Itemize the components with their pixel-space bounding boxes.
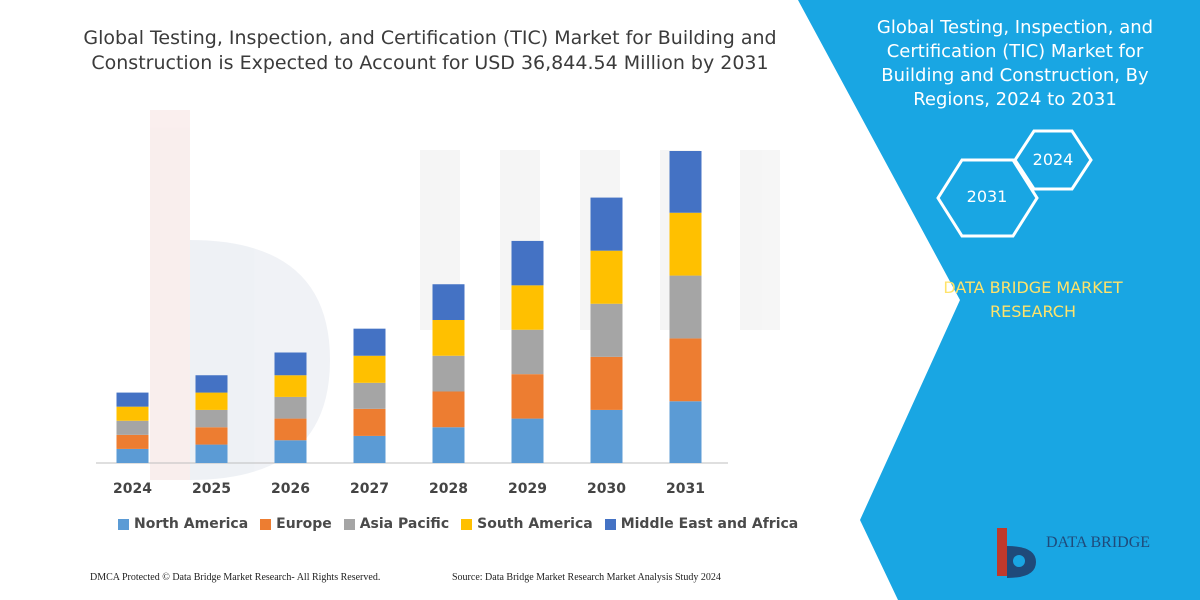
- bar-2024-series-4: [116, 392, 149, 407]
- bar-2030-series-4: [590, 197, 623, 251]
- logo-text: DATA BRIDGE: [1046, 534, 1151, 551]
- legend-swatch: [604, 518, 616, 530]
- legend-item: Europe: [260, 516, 332, 532]
- hexagon-2031: [936, 158, 1039, 238]
- x-tick-label: 2026: [271, 481, 310, 497]
- bar-2029-series-4: [511, 240, 544, 286]
- x-tick-label: 2031: [666, 481, 705, 497]
- bar-2026-series-2: [274, 396, 307, 419]
- bar-2031-series-3: [669, 212, 702, 276]
- sidebar-panel: [798, 0, 1200, 600]
- bar-2031-series-1: [669, 338, 702, 402]
- bar-2025-series-1: [195, 427, 228, 445]
- legend-label: North America: [134, 516, 249, 532]
- bar-2031-series-4: [669, 151, 702, 213]
- bar-2027-series-3: [353, 355, 386, 383]
- sidebar-title-line2: Certification (TIC) Market for: [886, 41, 1144, 62]
- x-tick-label: 2027: [350, 481, 389, 497]
- stacked-bar-chart: 2024 2025 2026 2027 2028 2029 2030 2031: [96, 151, 728, 497]
- brand-name-line1: DATA BRIDGE MARKET: [943, 278, 1123, 297]
- x-tick-label: 2025: [192, 481, 231, 497]
- bar-2029-series-2: [511, 329, 544, 375]
- bar-2024-series-2: [116, 420, 149, 435]
- bar-2025-series-2: [195, 409, 228, 428]
- x-tick-label: 2030: [587, 481, 626, 497]
- bar-2024-series-0: [116, 448, 149, 463]
- sidebar-title-line3: Building and Construction, By: [881, 65, 1149, 86]
- bar-2026-series-1: [274, 418, 307, 441]
- chart-title-line1: Global Testing, Inspection, and Certific…: [83, 27, 777, 49]
- sidebar-title-line4: Regions, 2024 to 2031: [913, 89, 1117, 110]
- x-tick-label: 2029: [508, 481, 547, 497]
- bar-2029-series-3: [511, 285, 544, 330]
- legend-swatch: [343, 518, 355, 530]
- x-tick-label: 2024: [113, 481, 152, 497]
- bar-2027-series-1: [353, 408, 386, 436]
- hexagon-2024: [1013, 129, 1093, 191]
- bar-2027-series-2: [353, 382, 386, 409]
- x-tick-label: 2028: [429, 481, 468, 497]
- legend-swatch: [461, 518, 473, 530]
- bar-2024-series-3: [116, 406, 149, 421]
- footer-copyright: DMCA Protected © Data Bridge Market Rese…: [90, 572, 381, 583]
- bar-2028-series-4: [432, 284, 465, 320]
- hexagon-2031-label: 2031: [966, 187, 1008, 206]
- legend-item: South America: [461, 516, 593, 532]
- hexagon-2024-label: 2024: [1032, 150, 1074, 169]
- legend-label: South America: [477, 516, 593, 532]
- bar-2025-series-4: [195, 375, 228, 393]
- bar-2031-series-0: [669, 401, 702, 463]
- brand-name: DATA BRIDGE MARKET RESEARCH: [918, 276, 1148, 324]
- bar-2029-series-1: [511, 374, 544, 419]
- bar-2031-series-2: [669, 275, 702, 339]
- chart-legend: North America Europe Asia Pacific South Ame…: [118, 514, 798, 534]
- legend-label: Middle East and Africa: [620, 516, 799, 532]
- bar-2027-series-0: [353, 435, 386, 463]
- bar-2024-series-1: [116, 434, 149, 449]
- bar-2030-series-1: [590, 356, 623, 410]
- legend-label: Europe: [276, 516, 332, 532]
- bar-2030-series-0: [590, 409, 623, 463]
- legend-swatch: [118, 518, 129, 530]
- bar-2030-series-3: [590, 250, 623, 304]
- sidebar-title: Global Testing, Inspection, and Certific…: [862, 16, 1168, 112]
- chart-title: Global Testing, Inspection, and Certific…: [80, 26, 780, 76]
- legend-item: North America: [118, 516, 248, 532]
- bar-2028-series-1: [432, 391, 465, 428]
- sidebar-title-line1: Global Testing, Inspection, and: [876, 17, 1154, 38]
- chart-title-line2: Construction is Expected to Account for …: [91, 52, 769, 74]
- bar-2026-series-4: [274, 352, 307, 376]
- footer-source: Source: Data Bridge Market Research Mark…: [452, 572, 721, 583]
- bar-2025-series-0: [195, 444, 228, 463]
- bar-2029-series-0: [511, 418, 544, 463]
- bar-2028-series-3: [432, 320, 465, 356]
- bar-2027-series-4: [353, 328, 386, 356]
- bar-2026-series-3: [274, 375, 307, 397]
- company-logo: [997, 528, 1036, 578]
- legend-label: Asia Pacific: [359, 516, 450, 532]
- legend-swatch: [260, 518, 272, 530]
- bar-2026-series-0: [274, 440, 307, 463]
- brand-name-line2: RESEARCH: [990, 302, 1076, 321]
- bar-2030-series-2: [590, 303, 623, 357]
- bar-2028-series-0: [432, 427, 465, 463]
- legend-item: Middle East and Africa: [604, 516, 799, 532]
- bar-2025-series-3: [195, 392, 228, 410]
- bar-2028-series-2: [432, 355, 465, 392]
- legend-item: Asia Pacific: [343, 516, 450, 532]
